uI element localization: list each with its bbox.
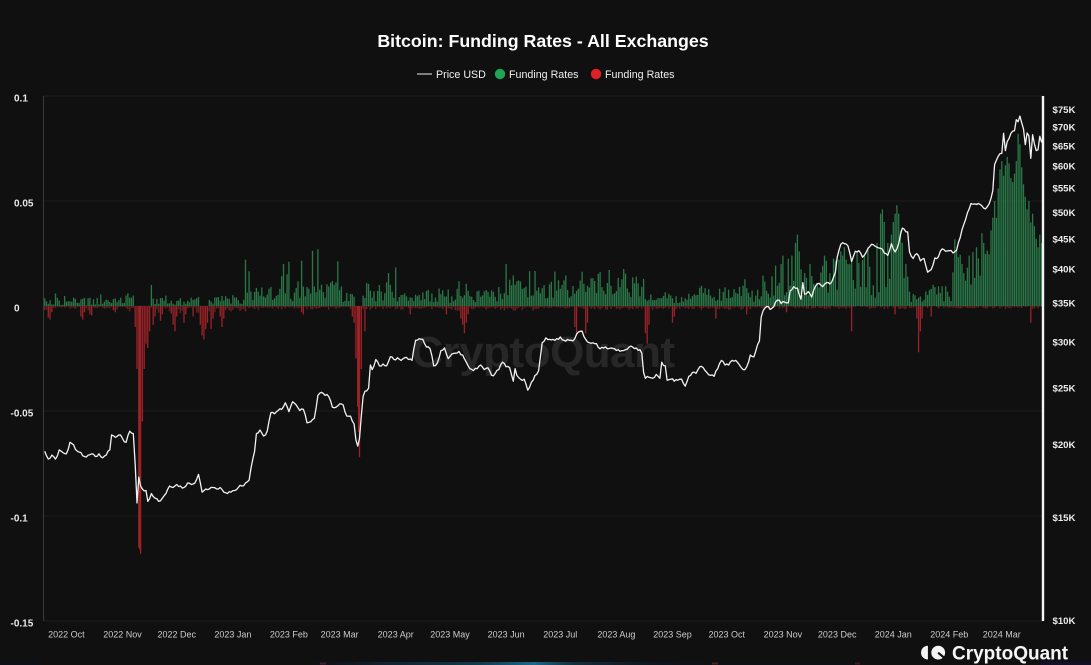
- svg-text:$75K: $75K: [1053, 105, 1076, 116]
- svg-text:2023 May: 2023 May: [430, 630, 470, 640]
- svg-text:$50K: $50K: [1053, 208, 1076, 219]
- svg-text:2023 Jun: 2023 Jun: [488, 630, 525, 640]
- svg-text:-0.05: -0.05: [11, 409, 34, 420]
- svg-text:2023 Feb: 2023 Feb: [270, 630, 308, 640]
- svg-text:2023 Mar: 2023 Mar: [321, 630, 359, 640]
- svg-text:$20K: $20K: [1053, 440, 1076, 451]
- svg-text:Price USD: Price USD: [436, 69, 486, 81]
- svg-text:2024 Jan: 2024 Jan: [875, 630, 912, 640]
- svg-text:2022 Oct: 2022 Oct: [48, 630, 85, 640]
- svg-text:2023 Nov: 2023 Nov: [764, 630, 803, 640]
- svg-text:$60K: $60K: [1053, 162, 1076, 173]
- svg-text:$45K: $45K: [1053, 235, 1076, 246]
- svg-text:$25K: $25K: [1053, 384, 1076, 395]
- svg-text:2024 Feb: 2024 Feb: [930, 630, 968, 640]
- svg-text:CryptoQuant: CryptoQuant: [952, 644, 1069, 665]
- svg-text:0.05: 0.05: [14, 199, 34, 210]
- svg-text:$15K: $15K: [1053, 513, 1076, 524]
- svg-text:$70K: $70K: [1053, 123, 1076, 134]
- svg-text:2023 Oct: 2023 Oct: [709, 630, 746, 640]
- svg-text:$55K: $55K: [1053, 184, 1076, 195]
- svg-text:Funding Rates: Funding Rates: [605, 69, 675, 81]
- svg-text:2024 Mar: 2024 Mar: [983, 630, 1021, 640]
- svg-text:2023 Jul: 2023 Jul: [543, 630, 577, 640]
- svg-text:CryptoQuant: CryptoQuant: [411, 328, 675, 377]
- svg-text:0.1: 0.1: [14, 94, 28, 105]
- svg-text:2022 Nov: 2022 Nov: [103, 630, 142, 640]
- svg-text:$35K: $35K: [1053, 298, 1076, 309]
- svg-text:$40K: $40K: [1053, 264, 1076, 275]
- svg-text:2023 Aug: 2023 Aug: [597, 630, 635, 640]
- svg-text:Bitcoin: Funding Rates - All E: Bitcoin: Funding Rates - All Exchanges: [377, 31, 708, 51]
- svg-text:$30K: $30K: [1053, 337, 1076, 348]
- svg-text:2023 Sep: 2023 Sep: [653, 630, 692, 640]
- svg-text:-0.15: -0.15: [11, 619, 34, 630]
- svg-text:2023 Dec: 2023 Dec: [818, 630, 857, 640]
- svg-text:$65K: $65K: [1053, 141, 1076, 152]
- svg-text:2022 Dec: 2022 Dec: [158, 630, 197, 640]
- svg-text:-0.1: -0.1: [11, 514, 29, 525]
- svg-text:Funding Rates: Funding Rates: [509, 69, 579, 81]
- svg-text:0: 0: [14, 304, 20, 315]
- svg-text:2023 Apr: 2023 Apr: [378, 630, 414, 640]
- svg-text:2023 Jan: 2023 Jan: [214, 630, 251, 640]
- svg-text:$10K: $10K: [1053, 616, 1076, 627]
